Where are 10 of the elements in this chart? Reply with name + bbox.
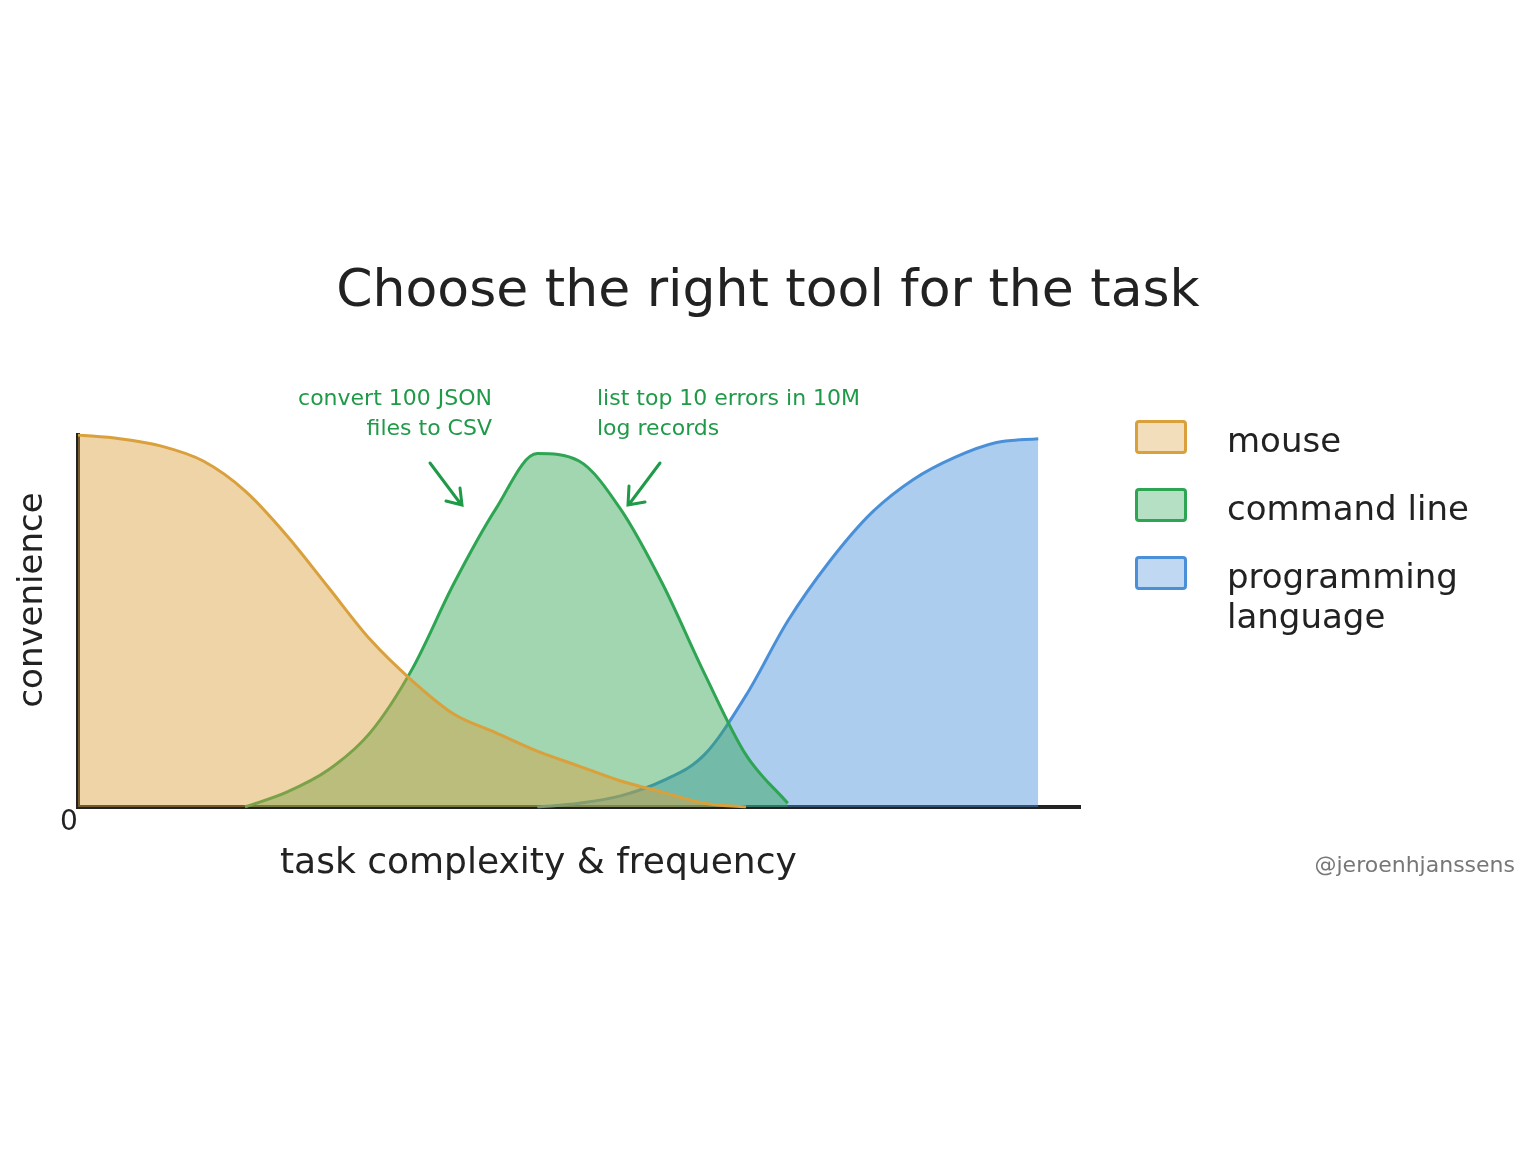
- legend-label: command line: [1227, 488, 1469, 528]
- chart-title: Choose the right tool for the task: [335, 258, 1201, 318]
- annotation: convert 100 JSON files to CSV: [297, 384, 492, 442]
- text: @jeroenhjanssens: [1313, 851, 1515, 879]
- legend-label: mouse: [1227, 420, 1342, 460]
- annotation: 0: [60, 804, 79, 837]
- annotation: list top 10 errors in 10M log records: [597, 384, 862, 442]
- x-axis-title: task complexity & frequency: [280, 840, 797, 881]
- legend-label: programming language: [1227, 556, 1459, 636]
- y-axis-title: convenience: [10, 491, 50, 710]
